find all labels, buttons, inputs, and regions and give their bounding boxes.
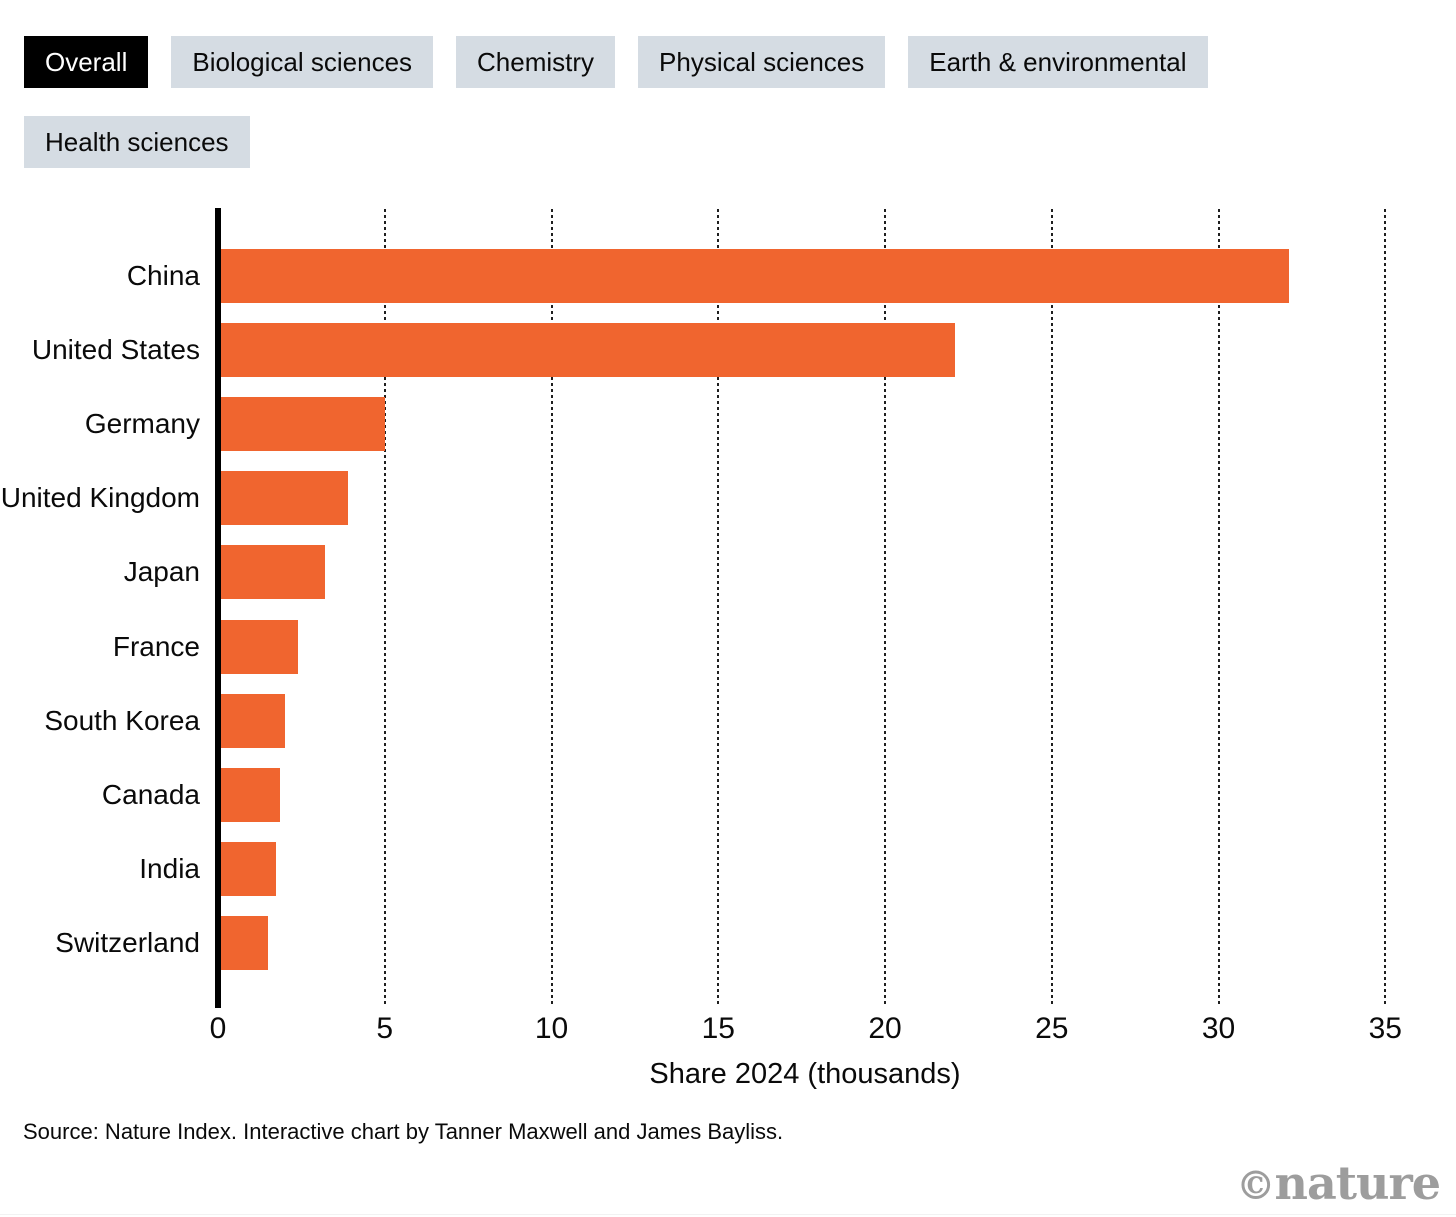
bar-france[interactable] (221, 619, 299, 674)
bar-japan[interactable] (221, 545, 325, 600)
nature-wordmark: nature (1274, 1156, 1441, 1210)
bottom-hairline (0, 1214, 1456, 1215)
ylabel-united-kingdom: United Kingdom (0, 482, 200, 514)
x-tick-20: 20 (868, 1012, 902, 1045)
ylabel-india: India (139, 852, 200, 884)
bar-south-korea[interactable] (221, 693, 285, 748)
x-tick-35: 35 (1368, 1012, 1402, 1045)
gridline-30 (1217, 209, 1220, 1006)
tab-overall[interactable]: Overall (24, 36, 149, 88)
tab-physical-sciences[interactable]: Physical sciences (638, 36, 886, 88)
ylabel-south-korea: South Korea (44, 704, 200, 736)
ylabel-canada: Canada (101, 778, 200, 810)
x-tick-30: 30 (1201, 1012, 1236, 1045)
source-caption: Source: Nature Index. Interactive chart … (23, 1119, 784, 1144)
ylabel-united-states: United States (31, 334, 200, 366)
gridline-10 (550, 209, 553, 1006)
bar-china[interactable] (221, 249, 1289, 303)
bar-united-states[interactable] (221, 323, 956, 378)
ylabel-germany: Germany (84, 408, 200, 440)
x-tick-0: 0 (209, 1012, 227, 1045)
category-filter-tabs: Overall Biological sciences Chemistry Physi… (24, 36, 1432, 168)
nature-logo: ©nature (1236, 1160, 1441, 1209)
bar-united-kingdom[interactable] (221, 471, 349, 526)
tab-health-sciences[interactable]: Health sciences (24, 116, 250, 168)
bar-germany[interactable] (221, 397, 385, 452)
tab-earth-environmental[interactable]: Earth & environmental (908, 36, 1208, 88)
bar-canada[interactable] (221, 767, 280, 822)
bar-india[interactable] (221, 841, 277, 896)
gridline-35 (1384, 209, 1387, 1006)
x-tick-15: 15 (701, 1012, 735, 1045)
ylabel-japan: Japan (123, 556, 200, 588)
gridline-5 (383, 209, 386, 1006)
copyright-symbol: © (1236, 1163, 1276, 1209)
tab-biological-sciences[interactable]: Biological sciences (171, 36, 434, 88)
x-tick-5: 5 (376, 1012, 394, 1045)
gridline-15 (717, 209, 720, 1006)
ylabel-switzerland: Switzerland (55, 926, 200, 958)
bar-switzerland[interactable] (221, 915, 269, 970)
tab-chemistry[interactable]: Chemistry (456, 36, 616, 88)
x-axis-label: Share 2024 (thousands) (649, 1058, 961, 1090)
gridline-20 (884, 209, 886, 1006)
ylabel-france: France (112, 630, 200, 662)
x-tick-25: 25 (1035, 1012, 1069, 1045)
gridline-25 (1050, 209, 1053, 1006)
y-axis-line (215, 208, 221, 1008)
ylabel-china: China (126, 260, 200, 291)
x-tick-10: 10 (534, 1012, 569, 1045)
